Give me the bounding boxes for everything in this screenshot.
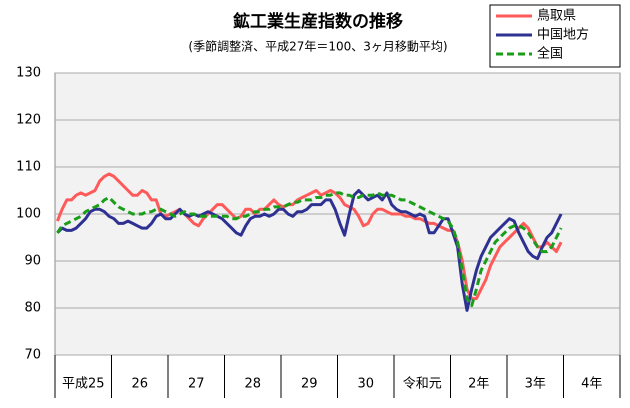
y-tick-label: 80 bbox=[24, 301, 41, 316]
x-tick-label: 26 bbox=[131, 377, 148, 392]
x-tick-label: 令和元 bbox=[403, 377, 442, 392]
legend-label: 中国地方 bbox=[537, 27, 589, 43]
x-tick-label: 30 bbox=[357, 377, 374, 392]
x-tick-label: 2年 bbox=[468, 377, 489, 392]
chart-subtitle: (季節調整済、平成27年＝100、3ヶ月移動平均) bbox=[188, 39, 447, 54]
x-tick-label: 29 bbox=[301, 377, 318, 392]
y-tick-label: 110 bbox=[16, 160, 41, 175]
x-tick-label: 28 bbox=[244, 377, 261, 392]
x-tick-label: 27 bbox=[188, 377, 205, 392]
legend-label: 全国 bbox=[537, 46, 563, 62]
y-tick-label: 70 bbox=[24, 348, 41, 363]
x-tick-label: 平成25 bbox=[62, 377, 105, 392]
legend-label: 鳥取県 bbox=[537, 9, 576, 24]
x-tick-label: 4年 bbox=[581, 377, 602, 392]
data-line bbox=[56, 191, 563, 308]
x-tick-label: 3年 bbox=[525, 377, 546, 392]
y-tick-label: 130 bbox=[16, 66, 41, 81]
chart-title: 鉱工業生産指数の推移 bbox=[233, 11, 403, 32]
y-tick-label: 100 bbox=[16, 207, 41, 222]
y-tick-label: 90 bbox=[24, 254, 41, 269]
data-line bbox=[56, 189, 563, 312]
data-line bbox=[56, 172, 563, 301]
y-tick-label: 120 bbox=[16, 113, 41, 128]
